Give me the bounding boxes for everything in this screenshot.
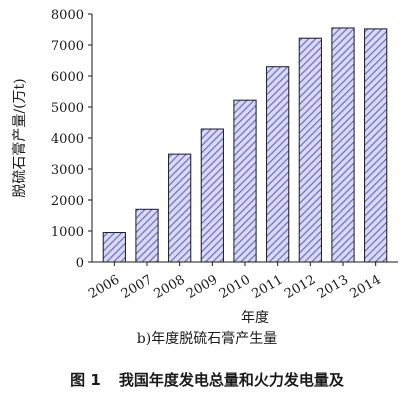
y-tick-label: 5000 bbox=[51, 101, 84, 116]
bar-2010 bbox=[233, 99, 257, 263]
y-tick-label: 8000 bbox=[51, 8, 84, 23]
y-tick-label: 0 bbox=[76, 256, 84, 271]
x-tick-label: 2012 bbox=[282, 272, 318, 302]
figure-title: 我国年度发电总量和火力发电量及 bbox=[118, 371, 344, 389]
x-tick-label: 2008 bbox=[152, 272, 188, 302]
chart-subcaption: b)年度脱硫石膏产生量 bbox=[136, 331, 278, 347]
x-tick-label: 2006 bbox=[86, 272, 122, 302]
bar-2011 bbox=[266, 66, 290, 263]
bar-2009 bbox=[200, 128, 224, 263]
y-tick-label: 7000 bbox=[51, 39, 84, 54]
bar-2014 bbox=[364, 28, 388, 263]
y-axis-title: 脱硫石膏产量/(万t) bbox=[11, 78, 28, 197]
y-tick-label: 1000 bbox=[51, 225, 84, 240]
x-tick-label: 2007 bbox=[119, 272, 155, 302]
x-tick-label: 2014 bbox=[348, 272, 384, 302]
bar-2008 bbox=[168, 153, 192, 263]
bar-2007 bbox=[135, 208, 159, 263]
bar-2013 bbox=[331, 27, 355, 263]
figure-number: 图 1 bbox=[70, 371, 101, 389]
y-tick-label: 3000 bbox=[51, 163, 84, 178]
x-tick-label: 2009 bbox=[184, 272, 220, 302]
y-tick-label: 2000 bbox=[51, 194, 84, 209]
x-axis-title: 年度 bbox=[241, 310, 269, 326]
bar-2006 bbox=[102, 232, 126, 263]
x-tick-label: 2010 bbox=[217, 272, 253, 302]
y-tick-label: 6000 bbox=[51, 70, 84, 85]
figure-caption: 图 1 我国年度发电总量和火力发电量及 bbox=[0, 370, 414, 390]
bars bbox=[102, 27, 388, 263]
bar-2012 bbox=[298, 37, 322, 263]
x-tick-label: 2011 bbox=[250, 272, 286, 302]
y-tick-label: 4000 bbox=[51, 132, 84, 147]
x-tick-label: 2013 bbox=[315, 272, 351, 302]
y-axis-ticks: 0 1000 2000 3000 4000 5000 6000 7000 8000 bbox=[51, 8, 92, 271]
